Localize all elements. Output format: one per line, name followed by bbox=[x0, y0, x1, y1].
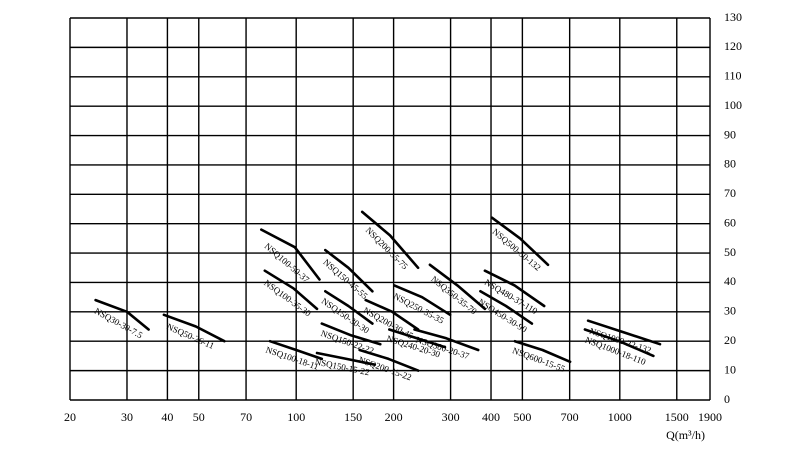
x-tick-label: 40 bbox=[161, 410, 173, 424]
y-tick-label: 30 bbox=[724, 304, 736, 318]
y-tick-label: 100 bbox=[724, 98, 742, 112]
pump-curve bbox=[324, 290, 374, 325]
x-tick-label: 200 bbox=[385, 410, 403, 424]
y-tick-label: 110 bbox=[724, 69, 742, 83]
x-tick-label: 1500 bbox=[665, 410, 689, 424]
pump-curve bbox=[268, 339, 324, 361]
pump-curve bbox=[360, 210, 420, 270]
pump-curve bbox=[413, 328, 480, 352]
pump-curve bbox=[428, 263, 487, 311]
x-tick-label: 50 bbox=[193, 410, 205, 424]
y-tick-label: 70 bbox=[724, 186, 736, 200]
y-tick-label: 80 bbox=[724, 157, 736, 171]
pump-curve bbox=[162, 313, 226, 343]
y-tick-label: 90 bbox=[724, 127, 736, 141]
x-tick-label: 700 bbox=[561, 410, 579, 424]
pump-curve bbox=[490, 216, 550, 267]
pump-curve bbox=[479, 290, 534, 325]
y-tick-label: 20 bbox=[724, 333, 736, 347]
x-tick-label: 500 bbox=[513, 410, 531, 424]
x-tick-label: 100 bbox=[287, 410, 305, 424]
x-tick-label: 20 bbox=[64, 410, 76, 424]
y-tick-label: 120 bbox=[724, 39, 742, 53]
pump-curve bbox=[364, 298, 420, 331]
pump-curve bbox=[324, 248, 374, 293]
pump-curve bbox=[513, 339, 572, 364]
pump-curve bbox=[263, 269, 319, 311]
y-tick-label: 130 bbox=[724, 10, 742, 24]
pump-curve bbox=[393, 284, 452, 317]
y-tick-label: 10 bbox=[724, 362, 736, 376]
pump-curve bbox=[315, 351, 377, 366]
pump-curve bbox=[586, 319, 662, 346]
x-tick-label: 1000 bbox=[608, 410, 632, 424]
x-tick-label: 70 bbox=[240, 410, 252, 424]
y-tick-label: 60 bbox=[724, 215, 736, 229]
pump-curve bbox=[583, 328, 655, 358]
x-tick-label: 400 bbox=[482, 410, 500, 424]
pump-curve bbox=[260, 228, 321, 281]
x-tick-label: 150 bbox=[344, 410, 362, 424]
y-tick-label: 50 bbox=[724, 245, 736, 259]
y-tick-label: 40 bbox=[724, 274, 736, 288]
x-axis-label: Q(m³/h) bbox=[666, 428, 705, 442]
pump-curve bbox=[94, 298, 150, 331]
x-tick-label: 30 bbox=[121, 410, 133, 424]
x-tick-label: 1900 bbox=[698, 410, 722, 424]
pump-curve bbox=[320, 322, 382, 346]
pump-curve bbox=[358, 348, 420, 372]
pump-curve bbox=[388, 328, 447, 349]
y-tick-label: 0 bbox=[724, 392, 730, 406]
x-tick-label: 300 bbox=[442, 410, 460, 424]
pump-curve bbox=[483, 269, 546, 308]
